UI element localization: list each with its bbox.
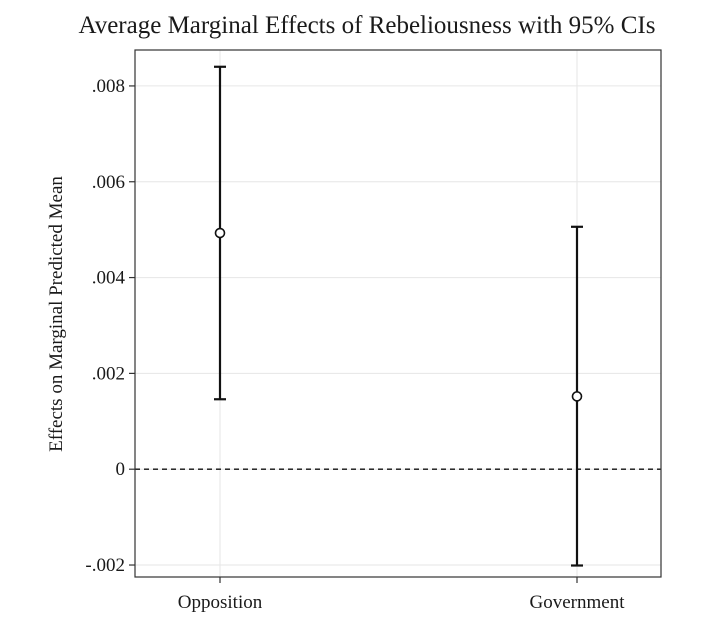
y-axis-label: Effects on Marginal Predicted Mean xyxy=(46,176,67,452)
y-tick-label: -.002 xyxy=(85,555,125,576)
chart-title: Average Marginal Effects of Rebeliousnes… xyxy=(79,12,656,39)
x-category-label: Government xyxy=(530,592,626,613)
y-tick-label: .002 xyxy=(92,363,125,384)
y-tick-label: .004 xyxy=(92,268,126,289)
y-tick-label: .006 xyxy=(92,172,125,193)
y-axis: .008 .006 .004 .002 0 -.002 xyxy=(85,76,135,576)
y-tick-label: .008 xyxy=(92,76,125,97)
data-marks xyxy=(214,65,583,567)
x-category-label: Opposition xyxy=(178,592,263,613)
point-estimate-marker xyxy=(214,227,226,239)
x-axis: Opposition Government xyxy=(178,577,625,613)
y-tick-label: 0 xyxy=(116,459,126,480)
grid-lines xyxy=(135,50,661,577)
plot-frame xyxy=(134,49,662,578)
point-estimate-marker xyxy=(571,391,583,402)
